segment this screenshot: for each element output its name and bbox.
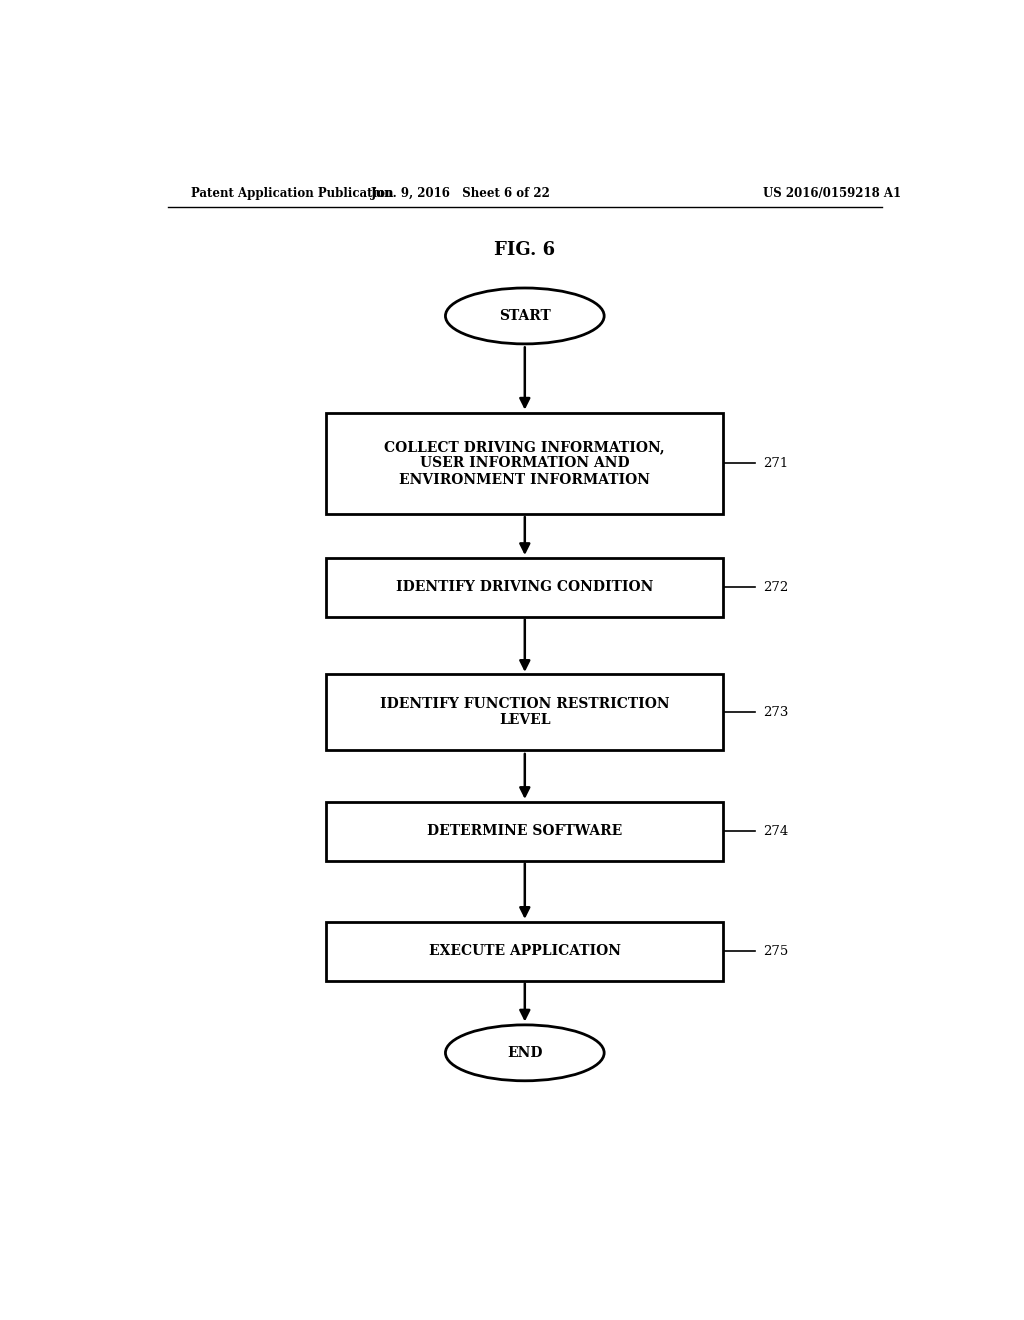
FancyBboxPatch shape bbox=[327, 801, 723, 861]
FancyBboxPatch shape bbox=[327, 675, 723, 751]
Text: FIG. 6: FIG. 6 bbox=[495, 240, 555, 259]
Text: 275: 275 bbox=[763, 945, 788, 958]
FancyBboxPatch shape bbox=[327, 921, 723, 981]
Text: END: END bbox=[507, 1045, 543, 1060]
Text: IDENTIFY DRIVING CONDITION: IDENTIFY DRIVING CONDITION bbox=[396, 581, 653, 594]
FancyBboxPatch shape bbox=[327, 413, 723, 515]
Text: IDENTIFY FUNCTION RESTRICTION
LEVEL: IDENTIFY FUNCTION RESTRICTION LEVEL bbox=[380, 697, 670, 727]
Text: 273: 273 bbox=[763, 706, 788, 719]
Text: Patent Application Publication: Patent Application Publication bbox=[191, 187, 394, 201]
FancyBboxPatch shape bbox=[327, 558, 723, 616]
Ellipse shape bbox=[445, 288, 604, 345]
Ellipse shape bbox=[445, 1024, 604, 1081]
Text: 272: 272 bbox=[763, 581, 788, 594]
Text: Jun. 9, 2016   Sheet 6 of 22: Jun. 9, 2016 Sheet 6 of 22 bbox=[372, 187, 551, 201]
Text: DETERMINE SOFTWARE: DETERMINE SOFTWARE bbox=[427, 824, 623, 838]
Text: 274: 274 bbox=[763, 825, 788, 838]
Text: US 2016/0159218 A1: US 2016/0159218 A1 bbox=[763, 187, 901, 201]
Text: 271: 271 bbox=[763, 457, 788, 470]
Text: EXECUTE APPLICATION: EXECUTE APPLICATION bbox=[429, 944, 621, 958]
Text: COLLECT DRIVING INFORMATION,
USER INFORMATION AND
ENVIRONMENT INFORMATION: COLLECT DRIVING INFORMATION, USER INFORM… bbox=[384, 440, 666, 487]
Text: START: START bbox=[499, 309, 551, 323]
